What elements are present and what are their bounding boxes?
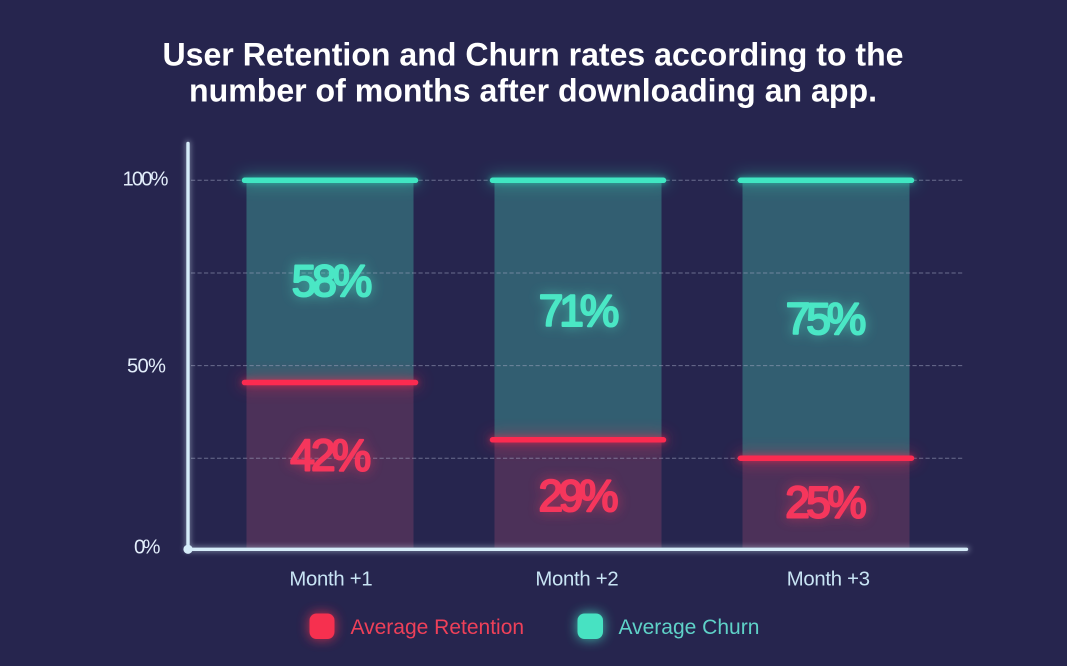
- svg-text:75%: 75%: [786, 295, 867, 344]
- svg-text:Average Retention: Average Retention: [351, 616, 525, 639]
- svg-text:71%: 71%: [539, 287, 620, 336]
- svg-text:25%: 25%: [785, 479, 867, 528]
- svg-text:Month +1: Month +1: [289, 568, 372, 590]
- svg-text:58%: 58%: [292, 257, 373, 306]
- svg-text:Average Churn: Average Churn: [619, 616, 760, 639]
- svg-text:Month +2: Month +2: [535, 568, 618, 590]
- svg-text:29%: 29%: [539, 472, 619, 521]
- svg-text:71%: 71%: [539, 287, 620, 336]
- svg-text:42%: 42%: [290, 431, 371, 480]
- svg-text:75%: 75%: [786, 295, 867, 344]
- svg-text:29%: 29%: [539, 472, 619, 521]
- svg-text:50%: 50%: [127, 355, 166, 377]
- svg-text:User Retention and Churn rates: User Retention and Churn rates according…: [163, 37, 904, 73]
- svg-text:58%: 58%: [292, 257, 373, 306]
- svg-text:number of months after downloa: number of months after downloading an ap…: [189, 73, 877, 109]
- svg-text:100%: 100%: [123, 168, 169, 190]
- svg-text:Month +3: Month +3: [787, 568, 870, 590]
- svg-text:25%: 25%: [785, 479, 867, 528]
- svg-text:42%: 42%: [290, 431, 371, 480]
- svg-text:0%: 0%: [134, 537, 161, 559]
